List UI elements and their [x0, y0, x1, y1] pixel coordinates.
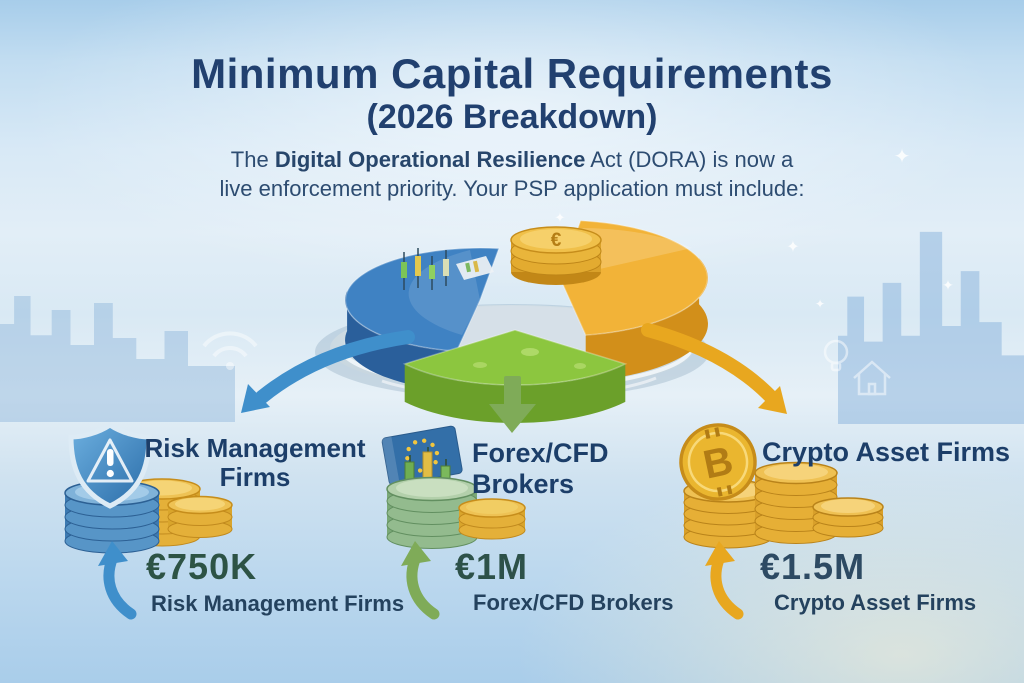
- lightbulb-icon: [823, 339, 849, 372]
- crypto-asset-illustration: B: [679, 423, 884, 549]
- section-label-forex-line1: Forex/CFD: [472, 438, 609, 468]
- section-label-risk: Risk Management Firms: [128, 434, 382, 492]
- crypto-up-arrow: [710, 551, 744, 620]
- section-label-risk-line1: Risk Management: [144, 433, 366, 463]
- svg-text:✦: ✦: [555, 211, 566, 226]
- euro-symbol: €: [551, 230, 562, 251]
- forex-cfd-illustration: [381, 425, 526, 549]
- shield-alert-icon: [68, 421, 152, 509]
- pie-slice-crypto-side: [585, 258, 708, 382]
- subtitle-line2: live enforcement priority. Your PSP appl…: [219, 176, 805, 201]
- section-label-forex: Forex/CFD Brokers: [472, 438, 609, 500]
- svg-text:✦: ✦: [942, 278, 954, 294]
- svg-text:✦: ✦: [815, 297, 825, 311]
- house-icon: [853, 360, 891, 396]
- amount-risk: €750K: [146, 546, 258, 587]
- sparkle-icons: ✦ ✦ ✦ ✦ ✦: [555, 144, 955, 311]
- risk-management-illustration: [64, 421, 233, 554]
- pie-chart: €: [344, 219, 709, 424]
- pie-arrows: [241, 323, 787, 433]
- page-title-line2: (2026 Breakdown): [366, 98, 658, 136]
- amount-forex: €1M: [455, 546, 529, 587]
- wifi-icon: [202, 331, 258, 370]
- arrow-to-forex: [504, 376, 521, 406]
- section-label-crypto: Crypto Asset Firms: [762, 438, 1010, 467]
- page-title: Minimum Capital Requirements: [191, 50, 833, 97]
- footer-arrows: [98, 541, 744, 620]
- svg-text:✦: ✦: [894, 144, 911, 168]
- subtitle-suffix: Act (DORA) is now a: [585, 147, 794, 172]
- subtitle-line1: The Digital Operational Resilience Act (…: [0, 147, 1024, 173]
- section-label-risk-line2: Firms: [219, 462, 291, 492]
- forex-up-arrow: [406, 551, 440, 620]
- section-label-forex-line2: Brokers: [472, 469, 575, 499]
- euro-coin-stack-icon: €: [510, 226, 602, 285]
- background-decor: ✦ ✦ ✦ ✦ ✦: [202, 144, 955, 396]
- amount-crypto: €1.5M: [760, 546, 866, 587]
- bitcoin-icon: B: [679, 423, 757, 501]
- subtitle-bold: Digital Operational Resilience: [274, 147, 586, 172]
- eu-flag-icon: [381, 425, 463, 486]
- footer-label-risk: Risk Management Firms: [151, 591, 405, 616]
- arrow-to-crypto: [641, 323, 779, 405]
- footer-label-crypto: Crypto Asset Firms: [774, 590, 977, 615]
- candlestick-chart-icon: [401, 248, 494, 290]
- subtitle-prefix: The: [230, 147, 275, 172]
- footer-label-forex: Forex/CFD Brokers: [473, 590, 674, 615]
- arrow-to-risk: [255, 330, 415, 404]
- svg-text:✦: ✦: [786, 237, 799, 256]
- section-label-crypto-line1: Crypto Asset Firms: [762, 437, 1011, 467]
- risk-up-arrow: [103, 551, 137, 620]
